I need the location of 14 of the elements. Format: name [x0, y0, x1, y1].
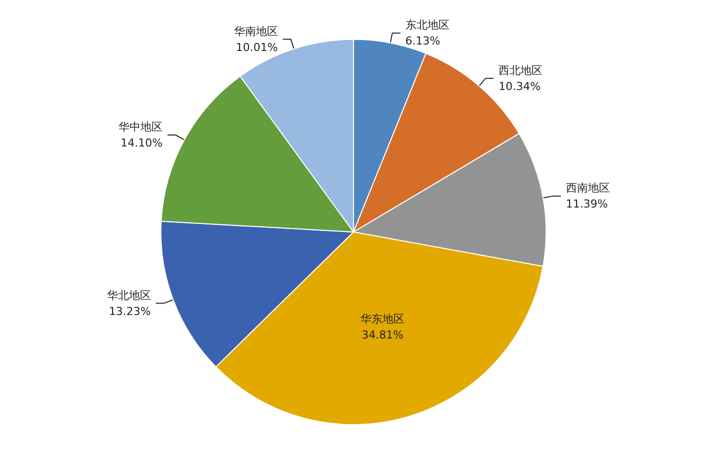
slice-label: 华北地区 — [106, 288, 151, 302]
data-label: 10.34% — [498, 80, 541, 93]
slice-label: 西北地区 — [498, 64, 543, 77]
slice-label: 华南地区 — [234, 24, 278, 38]
data-label: 10.01% — [236, 40, 278, 54]
data-label: 11.39% — [566, 198, 608, 211]
slice-label: 东北地区 — [405, 18, 450, 32]
data-label: 13.23% — [108, 304, 151, 318]
data-label: 34.81% — [362, 328, 404, 342]
data-label: 6.13% — [405, 34, 440, 48]
slice-label: 华中地区 — [118, 120, 163, 134]
slice-label: 西南地区 — [566, 182, 610, 195]
slice-label: 华东地区 — [360, 312, 405, 326]
data-label: 14.10% — [120, 136, 163, 150]
